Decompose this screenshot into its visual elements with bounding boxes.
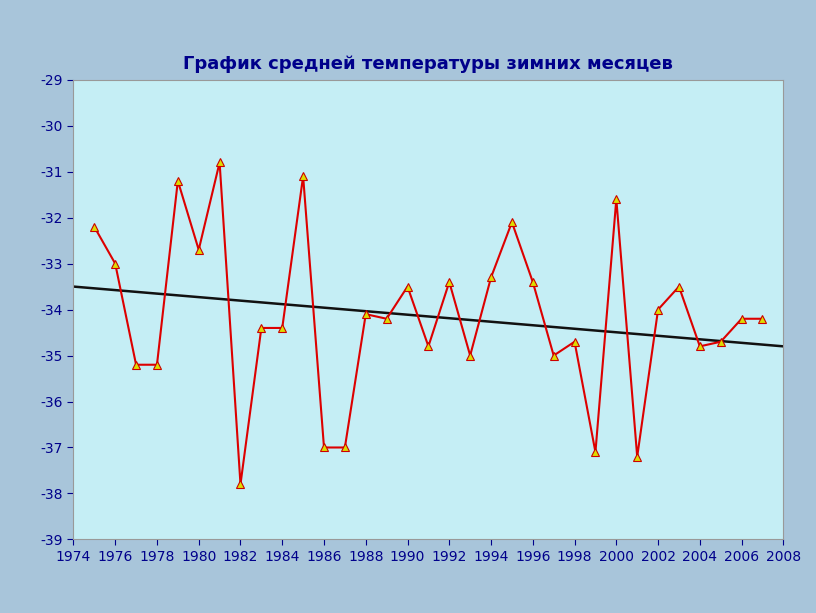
Title: График средней температуры зимних месяцев: График средней температуры зимних месяце…: [184, 55, 673, 72]
